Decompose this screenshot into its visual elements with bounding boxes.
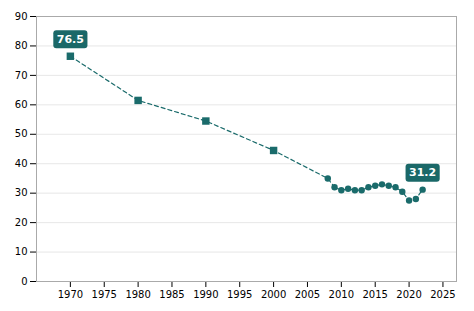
svg-text:90: 90 — [15, 11, 28, 22]
svg-text:1980: 1980 — [125, 289, 150, 300]
svg-text:2020: 2020 — [396, 289, 421, 300]
svg-text:76.5: 76.5 — [57, 33, 84, 46]
svg-text:2015: 2015 — [362, 289, 387, 300]
svg-text:20: 20 — [15, 217, 28, 228]
svg-text:80: 80 — [15, 40, 28, 51]
svg-text:0: 0 — [21, 276, 27, 287]
svg-text:2005: 2005 — [295, 289, 320, 300]
svg-text:10: 10 — [15, 246, 28, 257]
svg-text:30: 30 — [15, 187, 28, 198]
svg-text:40: 40 — [15, 158, 28, 169]
svg-text:1985: 1985 — [159, 289, 184, 300]
svg-text:1970: 1970 — [58, 289, 83, 300]
svg-text:2025: 2025 — [430, 289, 455, 300]
svg-text:60: 60 — [15, 99, 28, 110]
svg-text:1975: 1975 — [92, 289, 117, 300]
svg-text:2000: 2000 — [261, 289, 286, 300]
svg-text:50: 50 — [15, 128, 28, 139]
svg-text:1995: 1995 — [227, 289, 252, 300]
svg-text:70: 70 — [15, 70, 28, 81]
svg-text:2010: 2010 — [329, 289, 354, 300]
svg-text:31.2: 31.2 — [409, 166, 436, 179]
svg-text:1990: 1990 — [193, 289, 218, 300]
